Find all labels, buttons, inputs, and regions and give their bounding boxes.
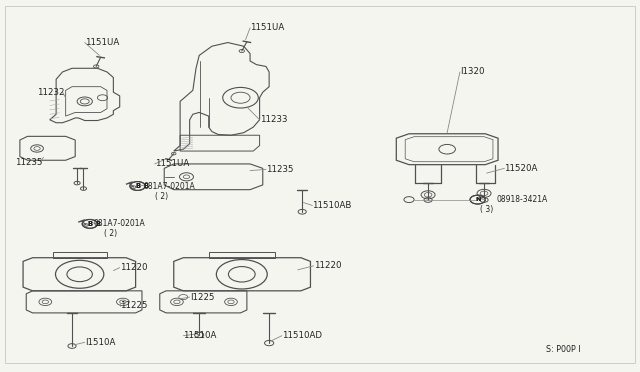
Text: 081A7-0201A: 081A7-0201A <box>93 219 145 228</box>
Text: 11220: 11220 <box>314 261 341 270</box>
Text: 11233: 11233 <box>260 115 287 124</box>
Text: 1151UA: 1151UA <box>84 38 119 47</box>
Text: 08918-3421A: 08918-3421A <box>497 195 548 204</box>
Text: 11220: 11220 <box>120 263 147 272</box>
Text: S: P00P I: S: P00P I <box>546 345 580 354</box>
Text: ( 3): ( 3) <box>480 205 493 214</box>
Text: N: N <box>475 197 481 202</box>
Text: I1225: I1225 <box>189 293 214 302</box>
Text: 11510AD: 11510AD <box>282 331 322 340</box>
Text: I1510A: I1510A <box>84 338 115 347</box>
Text: 081A7-0201A: 081A7-0201A <box>143 182 195 190</box>
Text: ( 2): ( 2) <box>155 192 168 201</box>
Text: 11510A: 11510A <box>183 331 217 340</box>
Text: 11235: 11235 <box>266 165 294 174</box>
Text: B: B <box>87 221 92 227</box>
Text: B: B <box>135 183 140 189</box>
Text: B: B <box>135 183 140 189</box>
Text: 11520A: 11520A <box>504 164 538 173</box>
Text: 1151UA: 1151UA <box>250 23 284 32</box>
Text: B: B <box>143 183 148 189</box>
Text: ( 2): ( 2) <box>104 229 117 238</box>
Text: 11232: 11232 <box>37 88 65 97</box>
Text: 1151UA: 1151UA <box>155 160 189 169</box>
Text: B: B <box>87 221 92 227</box>
Text: 11510AB: 11510AB <box>312 201 352 210</box>
Text: N: N <box>475 197 481 202</box>
Text: B: B <box>95 221 100 227</box>
Text: 11235: 11235 <box>15 158 42 167</box>
Text: I1320: I1320 <box>460 67 484 77</box>
Text: 11225: 11225 <box>120 301 147 310</box>
